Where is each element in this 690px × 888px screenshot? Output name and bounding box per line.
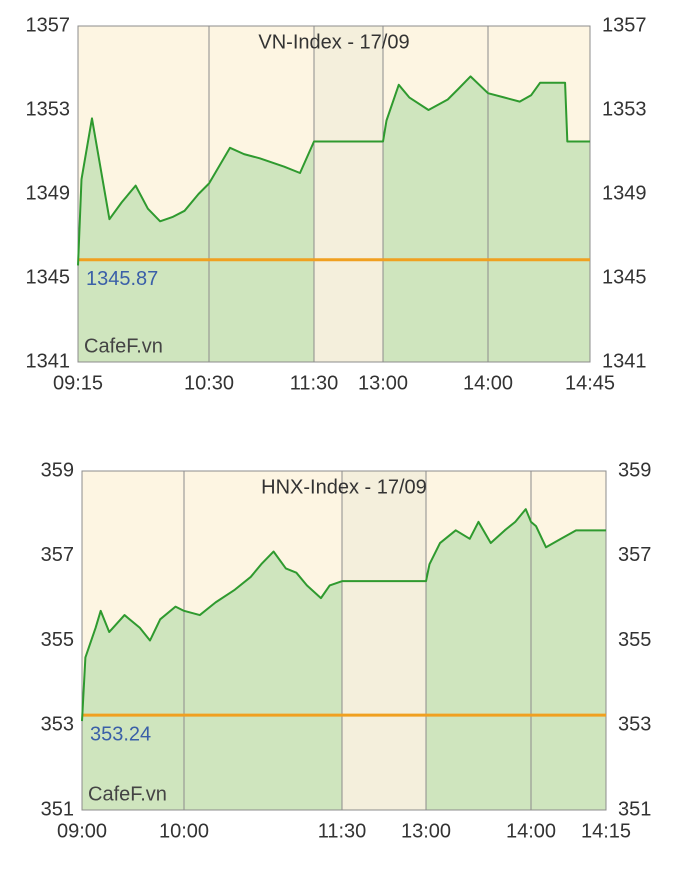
x-tick-label: 10:00 [159, 820, 209, 842]
y-tick-label: 351 [41, 798, 74, 820]
chart-title: VN-Index - 17/09 [258, 31, 409, 53]
y-tick-label: 355 [41, 629, 74, 651]
x-tick-label: 14:00 [506, 820, 556, 842]
reference-label: 1345.87 [86, 268, 158, 290]
x-tick-label: 13:00 [401, 820, 451, 842]
y-tick-label: 359 [41, 459, 74, 481]
x-tick-label: 14:00 [463, 372, 513, 394]
y-tick-label: 1341 [26, 350, 71, 372]
plot-border [77, 25, 591, 363]
y2-tick-label: 1357 [602, 14, 647, 36]
price-line [81, 508, 606, 722]
y2-tick-label: 1345 [602, 266, 647, 288]
y2-tick-label: 1341 [602, 350, 647, 372]
reference-label: 353.24 [90, 723, 151, 745]
x-tick-label: 14:45 [565, 372, 615, 394]
y-tick-label: 1349 [26, 182, 71, 204]
y2-tick-label: 355 [618, 629, 651, 651]
y2-tick-label: 1349 [602, 182, 647, 204]
session-break [314, 26, 383, 362]
watermark: CafeF.vn [84, 335, 163, 357]
y-tick-label: 357 [41, 544, 74, 566]
x-tick-label: 11:30 [318, 820, 367, 842]
session-break [342, 471, 426, 810]
price-line [77, 75, 590, 266]
y-tick-label: 1353 [26, 98, 71, 120]
x-tick-label: 13:00 [358, 372, 408, 394]
y-tick-label: 353 [41, 714, 74, 736]
x-tick-label: 09:00 [57, 820, 107, 842]
watermark: CafeF.vn [88, 783, 167, 805]
y-tick-label: 1345 [26, 266, 71, 288]
x-tick-label: 10:30 [184, 372, 234, 394]
y2-tick-label: 1353 [602, 98, 647, 120]
chart-title: HNX-Index - 17/09 [261, 476, 427, 498]
y-tick-label: 1357 [26, 14, 71, 36]
x-tick-label: 14:15 [581, 820, 631, 842]
y2-tick-label: 357 [618, 544, 651, 566]
x-tick-label: 09:15 [53, 372, 103, 394]
y2-tick-label: 359 [618, 459, 651, 481]
x-tick-label: 11:30 [290, 372, 339, 394]
y2-tick-label: 351 [618, 798, 651, 820]
chart: 353.24 HNX-Index - 17/09 CafeF.vn 351 351 353… [41, 459, 652, 842]
plot-border [81, 470, 607, 811]
y2-tick-label: 353 [618, 714, 651, 736]
